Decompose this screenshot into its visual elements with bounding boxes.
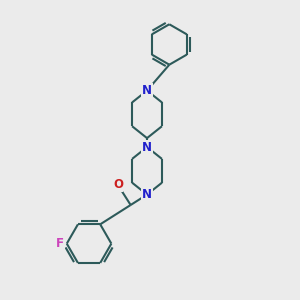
Text: N: N xyxy=(142,84,152,97)
Text: O: O xyxy=(113,178,123,191)
Text: F: F xyxy=(56,237,64,250)
Text: N: N xyxy=(142,188,152,201)
Text: N: N xyxy=(142,140,152,154)
